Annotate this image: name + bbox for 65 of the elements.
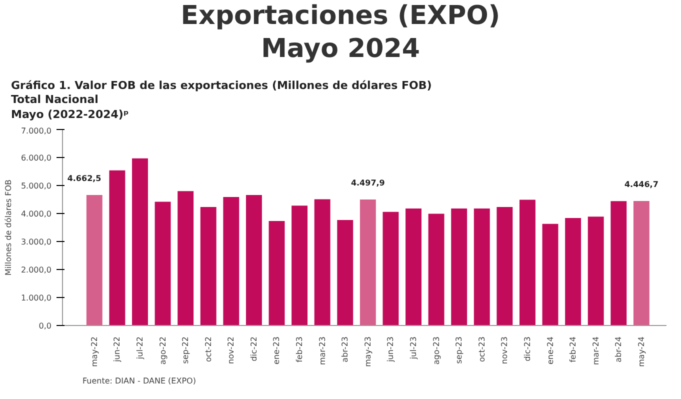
source-note: Fuente: DIAN - DANE (EXPO) xyxy=(82,376,196,386)
data-label: 4.497,9 xyxy=(350,178,386,188)
x-tick-label: ene-23 xyxy=(272,336,282,364)
bar xyxy=(519,200,536,326)
y-tick-label: 2.000,0 xyxy=(20,265,52,274)
bar xyxy=(314,199,330,326)
bar xyxy=(109,170,126,326)
x-tick-label: sep-23 xyxy=(454,336,464,364)
bar xyxy=(428,214,444,326)
x-tick-label: dic-23 xyxy=(522,336,532,362)
x-tick-label: may-24 xyxy=(636,336,646,367)
bar xyxy=(542,224,558,326)
bar xyxy=(360,199,376,326)
x-tick-label: nov-23 xyxy=(500,336,510,364)
bar xyxy=(451,208,468,326)
x-tick-label: jul-22 xyxy=(135,336,144,360)
x-tick-label: abr-23 xyxy=(340,336,350,362)
x-tick-label: ene-24 xyxy=(546,336,555,364)
bar xyxy=(474,208,490,326)
y-tick-label: 6.000,0 xyxy=(20,153,52,162)
x-tick-label: may-22 xyxy=(90,336,99,367)
bar xyxy=(496,206,513,326)
bar xyxy=(223,196,240,326)
x-tick-label: feb-23 xyxy=(295,336,304,362)
chart-title: Exportaciones (EXPO) Mayo 2024 xyxy=(180,0,500,65)
bar xyxy=(200,206,216,326)
x-tick-label: mar-24 xyxy=(591,336,600,365)
bar xyxy=(406,208,422,326)
bar xyxy=(178,190,194,326)
x-tick-label: ago-23 xyxy=(432,336,441,364)
y-tick-label: 5.000,0 xyxy=(20,181,52,190)
x-tick-label: sep-22 xyxy=(181,336,190,364)
bar xyxy=(610,201,627,326)
x-tick-label: feb-24 xyxy=(568,336,578,362)
data-label: 4.662,5 xyxy=(67,174,102,183)
x-tick-label: nov-22 xyxy=(226,336,236,364)
bar xyxy=(588,216,604,326)
y-tick-label: 7.000,0 xyxy=(20,126,52,136)
x-tick-label: abr-24 xyxy=(614,336,624,362)
bar xyxy=(337,220,354,326)
bar xyxy=(565,218,582,326)
y-tick-label: 0,0 xyxy=(38,321,52,330)
y-axis-title: Millones de dólares FOB xyxy=(4,179,13,276)
y-tick-label: 3.000,0 xyxy=(20,237,52,246)
bar xyxy=(268,220,285,326)
data-label: 4.446,7 xyxy=(624,180,658,189)
x-tick-label: ago-22 xyxy=(158,336,168,364)
x-tick-label: oct-23 xyxy=(477,336,486,362)
y-tick-label: 1.000,0 xyxy=(20,293,52,302)
bar xyxy=(246,194,262,326)
bar xyxy=(132,158,148,326)
y-tick-label: 4.000,0 xyxy=(20,209,52,218)
x-tick-label: dic-22 xyxy=(249,336,258,362)
x-tick-label: jul-23 xyxy=(409,336,418,360)
bar xyxy=(154,202,171,326)
bar xyxy=(382,212,399,326)
bar xyxy=(292,206,308,326)
x-tick-label: jun-22 xyxy=(112,336,122,363)
x-tick-label: may-23 xyxy=(363,336,372,367)
x-tick-label: jun-23 xyxy=(386,336,396,363)
x-tick-label: mar-23 xyxy=(318,336,327,365)
bar xyxy=(86,194,102,326)
chart-subtitle: Gráfico 1. Valor FOB de las exportaciones (Millones de dólares FOB) Total Nacional Mayo (2022-2024)ᵖ xyxy=(11,79,432,122)
bar xyxy=(633,200,650,326)
x-tick-label: oct-22 xyxy=(204,336,213,362)
